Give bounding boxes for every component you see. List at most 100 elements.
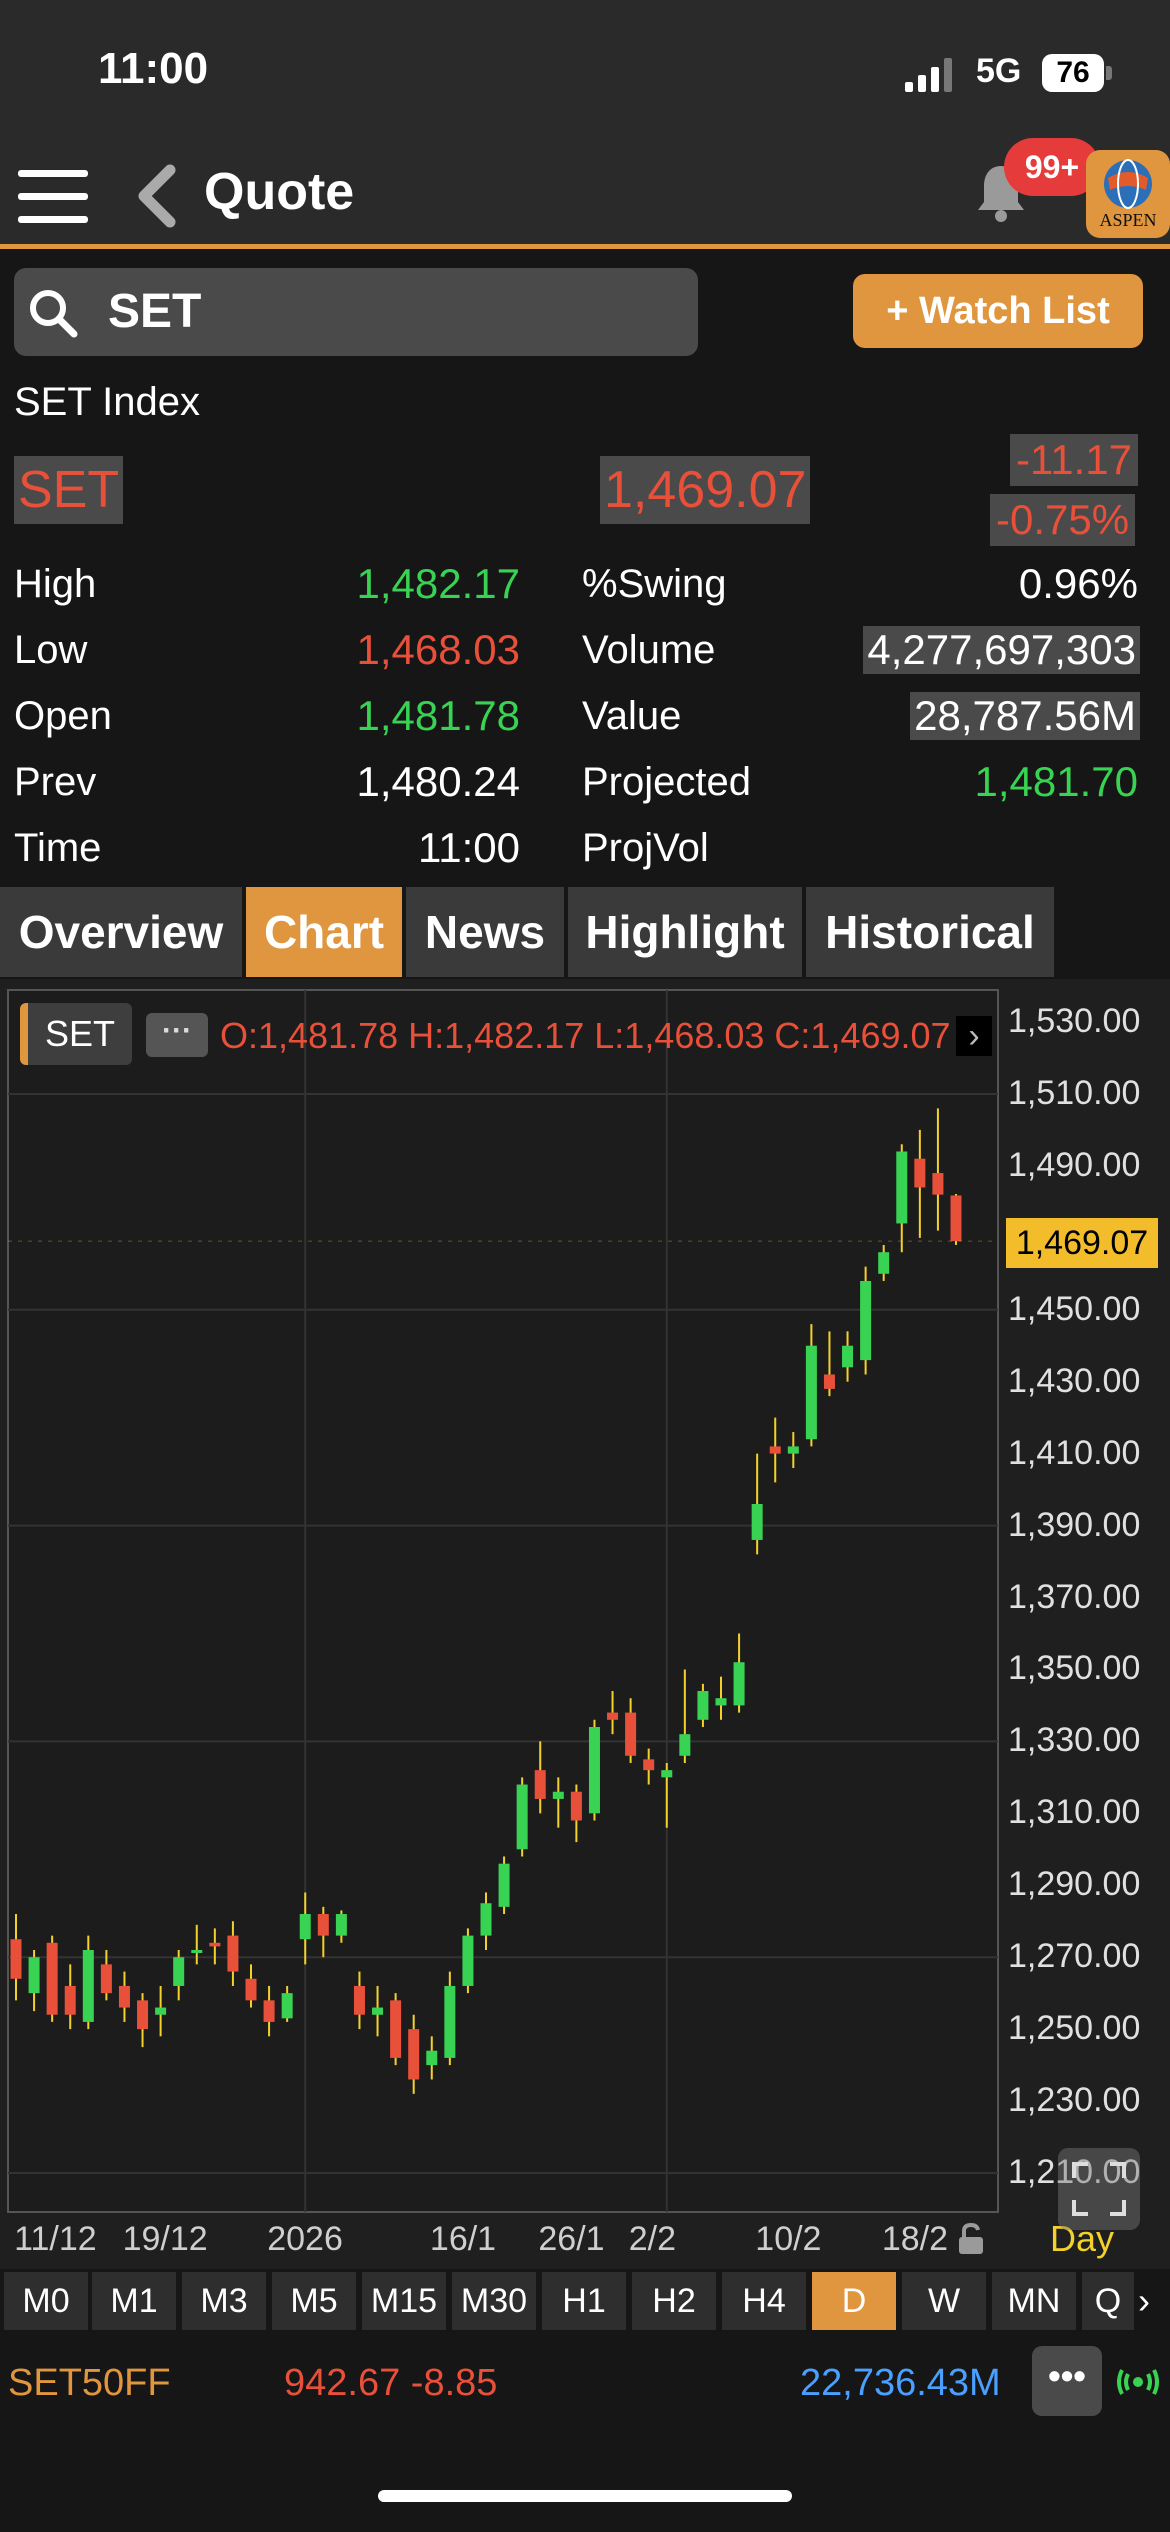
open-value: 1,481.78 — [356, 692, 521, 739]
time-label: Time — [14, 826, 102, 870]
candle — [408, 2014, 420, 2094]
tab-chart[interactable]: Chart — [246, 887, 402, 977]
add-watch-list-button[interactable]: + Watch List — [853, 274, 1143, 348]
tab-news[interactable]: News — [406, 887, 564, 977]
x-tick-label: 11/12 — [14, 2220, 97, 2258]
candle-body — [227, 1935, 239, 1972]
candle-body — [281, 1993, 293, 2019]
back-chevron-icon[interactable] — [132, 164, 180, 228]
candle — [28, 1949, 40, 2012]
candle — [552, 1777, 564, 1828]
y-tick-label: 1,530.00 — [1008, 1002, 1141, 1040]
chart-symbol-chip[interactable]: SET — [20, 1003, 132, 1065]
timeframe-m3[interactable]: M3 — [182, 2272, 266, 2330]
candle-body — [462, 1935, 474, 1986]
timeframe-m1[interactable]: M1 — [92, 2272, 176, 2330]
chevron-right-icon[interactable]: › — [956, 1016, 992, 1056]
y-tick-label: 1,510.00 — [1008, 1073, 1141, 1112]
lock-icon[interactable] — [956, 2222, 986, 2256]
candle — [625, 1698, 637, 1763]
timeframe-m0[interactable]: M0 — [4, 2272, 88, 2330]
ticker-more-button[interactable]: ••• — [1032, 2346, 1102, 2416]
y-tick-label: 1,350.00 — [1008, 1649, 1141, 1688]
ticker-symbol[interactable]: SET50FF — [8, 2362, 171, 2404]
candle-body — [516, 1784, 528, 1850]
timeframe-d[interactable]: D — [812, 2272, 896, 2330]
price-change: -11.17 — [1010, 434, 1138, 486]
candle — [100, 1949, 112, 2001]
candle-body — [155, 2007, 167, 2015]
x-tick-label: 2/2 — [628, 2220, 677, 2258]
candle-body — [896, 1151, 908, 1224]
candle-body — [914, 1158, 926, 1188]
candle-body — [607, 1712, 619, 1720]
fullscreen-icon[interactable] — [1058, 2148, 1140, 2230]
candle — [353, 1971, 365, 2030]
candle — [498, 1856, 510, 1915]
candle-body — [625, 1712, 637, 1756]
timeframe-h1[interactable]: H1 — [542, 2272, 626, 2330]
swing-value: 0.96% — [1018, 560, 1138, 607]
value-value: 28,787.56M — [910, 692, 1140, 740]
x-tick-label: 18/2 — [881, 2220, 949, 2258]
x-tick-label: 16/1 — [429, 2220, 497, 2258]
candle-body — [805, 1345, 817, 1440]
projvol-label: ProjVol — [582, 826, 709, 870]
chart-more-button[interactable]: ··· — [146, 1013, 208, 1057]
candle — [607, 1691, 619, 1735]
timeframe-h2[interactable]: H2 — [632, 2272, 716, 2330]
candle — [570, 1784, 582, 1843]
timeframe-q[interactable]: Q — [1082, 2272, 1134, 2330]
tab-historical[interactable]: Historical — [806, 887, 1054, 977]
candle — [842, 1331, 854, 1382]
y-tick-label: 1,430.00 — [1008, 1361, 1141, 1400]
candle-body — [335, 1914, 347, 1936]
timeframe-scroll-icon[interactable]: › — [1138, 2280, 1150, 2321]
candle-body — [209, 1942, 221, 1947]
candle-body — [263, 2000, 275, 2022]
timeframe-h4[interactable]: H4 — [722, 2272, 806, 2330]
page-title: Quote — [204, 163, 355, 221]
timeframe-m30[interactable]: M30 — [452, 2272, 536, 2330]
search-input[interactable] — [14, 268, 698, 356]
timeframe-m5[interactable]: M5 — [272, 2272, 356, 2330]
candle — [173, 1949, 185, 2001]
candle-body — [317, 1914, 329, 1936]
candle-body — [137, 2000, 149, 2030]
status-bar — [0, 0, 1170, 150]
candlestick-chart[interactable] — [0, 979, 1170, 2269]
menu-icon[interactable] — [18, 168, 88, 226]
ohlc-readout: O:1,481.78 H:1,482.17 L:1,468.03 C:1,469… — [220, 1015, 951, 1056]
high-value: 1,482.17 — [356, 560, 521, 607]
swing-label: %Swing — [582, 562, 727, 606]
timeframe-w[interactable]: W — [902, 2272, 986, 2330]
app-header — [0, 150, 1170, 248]
candle-body — [769, 1446, 781, 1454]
candle-body — [715, 1698, 727, 1706]
search-value[interactable]: SET — [108, 285, 202, 338]
timeframe-mn[interactable]: MN — [992, 2272, 1076, 2330]
candle-body — [46, 1942, 58, 2015]
notification-badge: 99+ — [1004, 138, 1100, 196]
candle-body — [932, 1173, 944, 1195]
ticker-price: 942.67 -8.85 — [284, 2362, 498, 2404]
tab-highlight[interactable]: Highlight — [568, 887, 802, 977]
high-label: High — [14, 562, 97, 606]
candle-body — [842, 1345, 854, 1368]
chart-period-label: Day — [1050, 2218, 1115, 2259]
candle — [245, 1964, 257, 2008]
timeframe-m15[interactable]: M15 — [362, 2272, 446, 2330]
logo-text: ASPEN — [1099, 210, 1157, 230]
low-value: 1,468.03 — [356, 626, 521, 673]
quote-symbol: SET — [14, 456, 124, 524]
candle-body — [100, 1964, 112, 1994]
y-tick-label: 1,290.00 — [1008, 1865, 1141, 1904]
candle — [191, 1924, 203, 1965]
candle — [588, 1719, 600, 1821]
candle — [155, 1985, 167, 2037]
candle-body — [82, 1949, 94, 2022]
tab-overview[interactable]: Overview — [0, 887, 242, 977]
candle-body — [118, 1985, 130, 2008]
aspen-logo[interactable]: ASPEN — [1086, 150, 1170, 238]
value-label: Value — [582, 694, 682, 738]
